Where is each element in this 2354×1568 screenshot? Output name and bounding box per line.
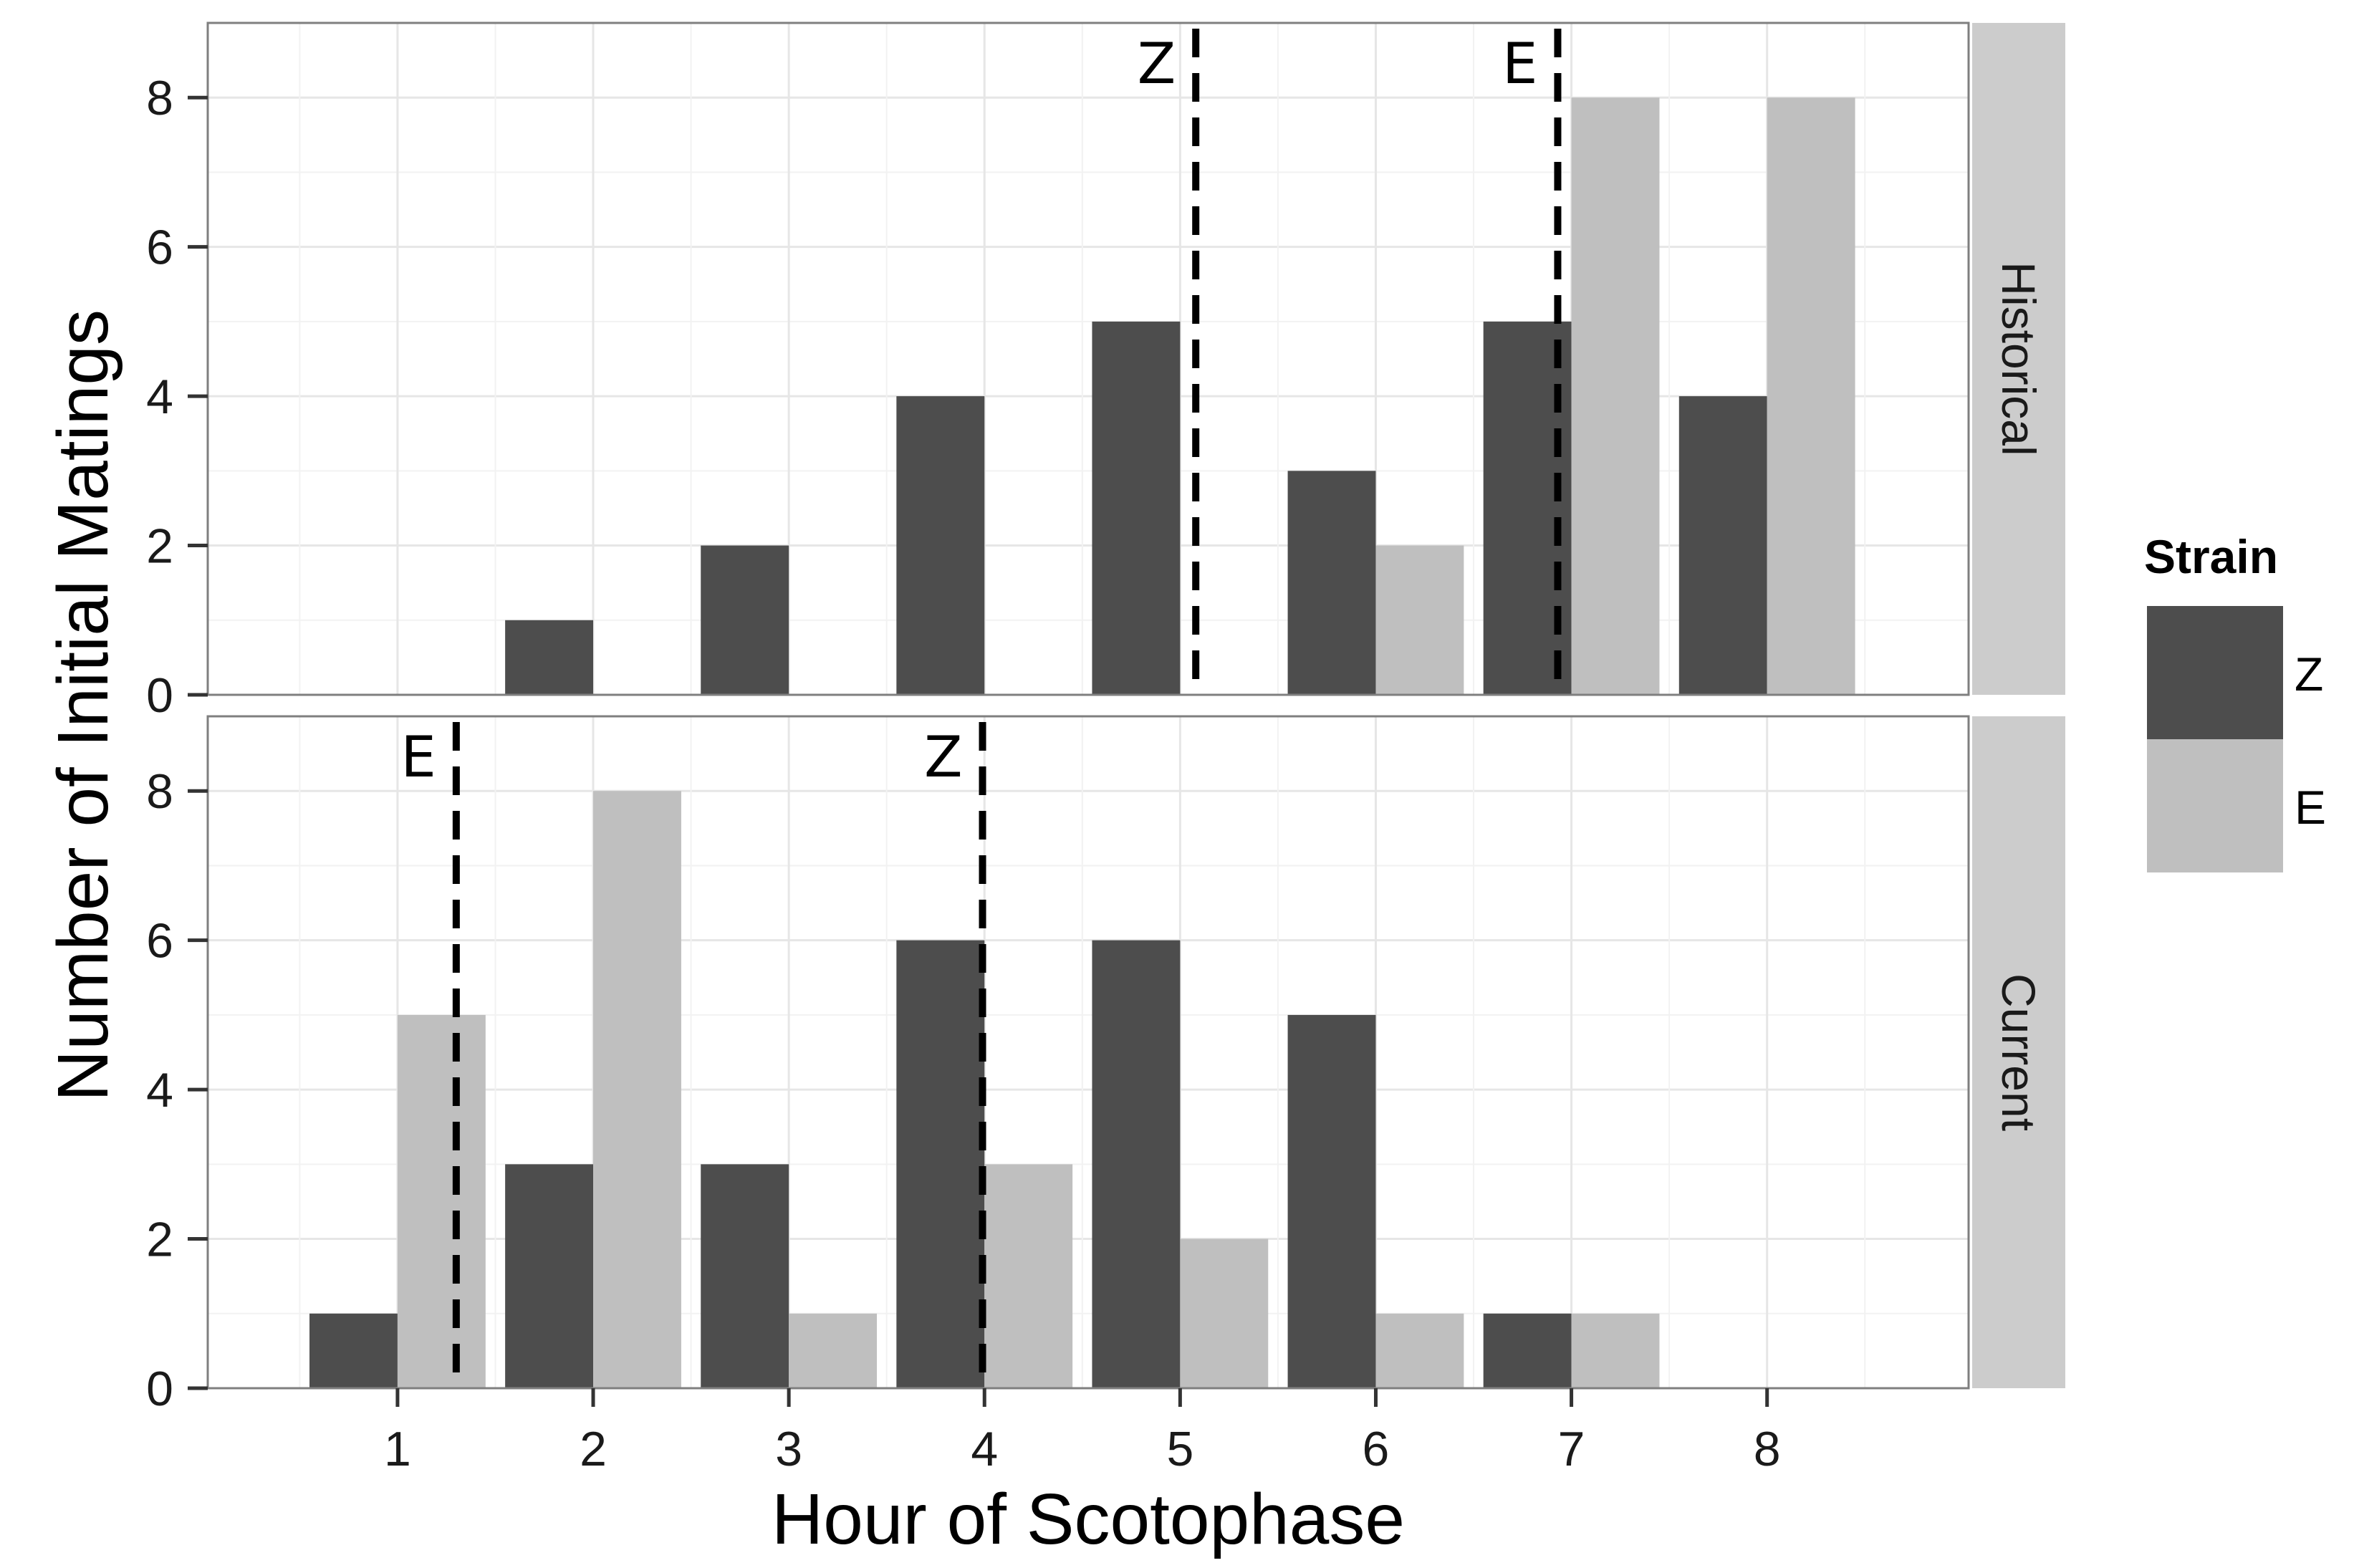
panel-current-background bbox=[208, 716, 1969, 1388]
y-tick-label: 6 bbox=[146, 914, 173, 968]
panel-current-y-ticks: 0 2 4 6 8 bbox=[146, 764, 208, 1416]
y-tick-label: 4 bbox=[146, 1063, 173, 1117]
panel-current-border bbox=[206, 715, 1970, 1390]
y-axis-title: Number of Initial Matings bbox=[43, 309, 123, 1102]
y-tick-label: 2 bbox=[146, 1213, 173, 1267]
panel-current-bars bbox=[309, 791, 1660, 1388]
bar-current-z-hour-5 bbox=[1092, 940, 1181, 1388]
bar-current-e-hour-2 bbox=[593, 791, 681, 1388]
bar-historical-z-hour-3 bbox=[701, 545, 789, 695]
y-tick-label: 0 bbox=[146, 1362, 173, 1416]
x-axis-title: Hour of Scotophase bbox=[772, 1479, 1405, 1559]
y-tick-label: 0 bbox=[146, 668, 173, 723]
bar-current-e-hour-5 bbox=[1180, 1238, 1269, 1388]
bar-historical-e-hour-8 bbox=[1767, 97, 1855, 695]
reference-line-label-e: E bbox=[1502, 32, 1537, 97]
panel-historical-y-ticks: 0 2 4 6 8 bbox=[146, 71, 208, 723]
legend-label-e: E bbox=[2295, 781, 2326, 834]
bar-current-z-hour-4 bbox=[896, 940, 985, 1388]
x-tick-label: 3 bbox=[775, 1422, 802, 1476]
reference-line-label-z: Z bbox=[1138, 32, 1176, 97]
bar-current-z-hour-2 bbox=[505, 1164, 594, 1388]
bar-current-z-hour-6 bbox=[1287, 1014, 1376, 1388]
bar-current-e-hour-1 bbox=[397, 1014, 486, 1388]
panel-historical-strip-label: Historical bbox=[1992, 261, 2045, 456]
reference-line-label-z: Z bbox=[924, 726, 962, 790]
legend-entries: ZE bbox=[2147, 606, 2326, 872]
bar-historical-z-hour-2 bbox=[505, 620, 594, 695]
bar-current-e-hour-6 bbox=[1375, 1313, 1464, 1388]
bar-historical-z-hour-6 bbox=[1287, 471, 1376, 695]
y-tick-label: 4 bbox=[146, 370, 173, 424]
legend-title: Strain bbox=[2144, 530, 2278, 583]
bar-current-z-hour-7 bbox=[1483, 1313, 1572, 1388]
panel-historical-bars bbox=[505, 97, 1855, 695]
bar-current-z-hour-3 bbox=[701, 1164, 789, 1388]
bar-historical-z-hour-8 bbox=[1678, 396, 1767, 695]
bar-historical-z-hour-5 bbox=[1092, 321, 1181, 695]
bar-historical-z-hour-7 bbox=[1483, 321, 1572, 695]
legend-label-z: Z bbox=[2295, 648, 2323, 701]
panel-current-strip bbox=[1972, 716, 2065, 1388]
y-tick-label: 8 bbox=[146, 764, 173, 819]
panel-historical-background bbox=[208, 23, 1969, 695]
panel-current-strip-label: Current bbox=[1992, 973, 2045, 1131]
legend-swatch-e bbox=[2147, 739, 2283, 872]
x-tick-label: 4 bbox=[971, 1422, 998, 1476]
x-tick-label: 8 bbox=[1754, 1422, 1781, 1476]
x-tick-label: 6 bbox=[1363, 1422, 1390, 1476]
x-tick-label: 1 bbox=[384, 1422, 411, 1476]
x-axis-ticks: 1 2 3 4 5 6 7 8 bbox=[384, 1388, 1781, 1476]
panel-historical-strip bbox=[1972, 23, 2065, 695]
legend: Strain ZE bbox=[2144, 530, 2326, 872]
x-tick-label: 5 bbox=[1166, 1422, 1193, 1476]
x-tick-label: 7 bbox=[1558, 1422, 1585, 1476]
bar-current-e-hour-4 bbox=[984, 1164, 1073, 1388]
bar-current-z-hour-1 bbox=[309, 1313, 398, 1388]
legend-swatch-z bbox=[2147, 606, 2283, 739]
bar-historical-z-hour-4 bbox=[896, 396, 985, 695]
bar-current-e-hour-3 bbox=[789, 1313, 878, 1388]
reference-line-label-e: E bbox=[401, 726, 436, 790]
y-tick-label: 8 bbox=[146, 71, 173, 125]
y-tick-label: 2 bbox=[146, 519, 173, 574]
panel-historical-border bbox=[206, 21, 1970, 696]
x-tick-label: 2 bbox=[580, 1422, 607, 1476]
bar-historical-e-hour-6 bbox=[1375, 545, 1464, 695]
bar-historical-e-hour-7 bbox=[1571, 97, 1660, 695]
bar-current-e-hour-7 bbox=[1571, 1313, 1660, 1388]
y-tick-label: 6 bbox=[146, 221, 173, 275]
